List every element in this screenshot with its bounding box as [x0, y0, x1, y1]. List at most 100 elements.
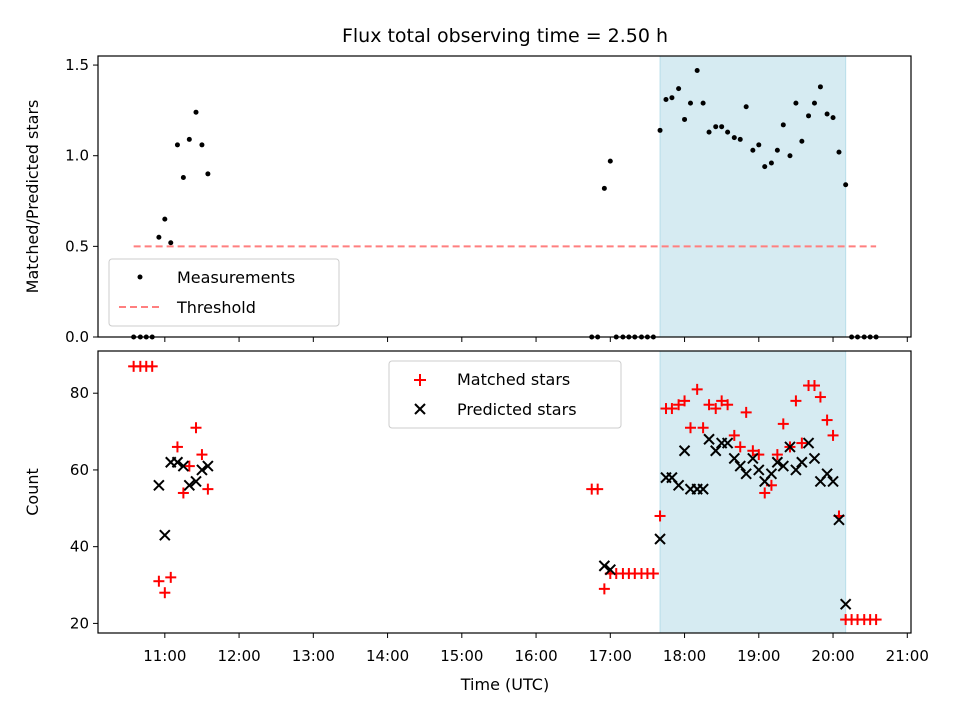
measurement-point [162, 216, 168, 222]
x-tick-label: 21:00 [886, 647, 929, 665]
ratio-axes-frame [97, 55, 912, 338]
x-tick-label: 14:00 [366, 647, 409, 665]
matched-star-point [177, 487, 189, 499]
predicted-star-point [796, 456, 808, 468]
measurement-point [713, 124, 719, 130]
x-tick-label: 12:00 [217, 647, 260, 665]
x-tick-label: 18:00 [663, 647, 706, 665]
x-stroke-b [827, 475, 839, 488]
measurement-point [180, 174, 186, 180]
measurement-point [156, 234, 162, 240]
x-tick-label: 20:00 [811, 647, 854, 665]
legend-measurements-label: Measurements [177, 268, 295, 287]
measurement-point [824, 111, 830, 117]
matched-star-point [598, 583, 610, 595]
y-tick-label: 40 [70, 538, 89, 556]
measurement-point [205, 171, 211, 177]
matched-star-point [183, 460, 195, 472]
matched-star-point [777, 418, 789, 430]
measurement-point [731, 135, 737, 141]
measurement-point [725, 129, 731, 135]
matched-star-point [771, 449, 783, 461]
x-stroke-b [777, 460, 790, 472]
matched-star-point [740, 406, 752, 418]
x-stroke-b [790, 464, 802, 476]
matched-star-point [647, 568, 659, 580]
ratio-series [131, 68, 879, 340]
predicted-star-point [697, 483, 709, 495]
x-stroke-b [771, 456, 784, 468]
x-stroke-b [697, 483, 709, 495]
predicted-star-point [678, 445, 691, 457]
matched-star-point [710, 403, 722, 415]
predicted-star-point [703, 433, 715, 445]
x-stroke-b [747, 452, 759, 465]
measurement-point [186, 136, 192, 142]
matched-star-point [146, 360, 158, 372]
matched-star-point [790, 395, 802, 407]
ratio-y-axis-label: Matched/Predicted stars [23, 100, 42, 294]
measurement-point [806, 113, 812, 119]
measurement-point [706, 129, 712, 135]
x-stroke-b [796, 456, 808, 468]
measurement-point [663, 97, 669, 103]
x-stroke-b [721, 437, 734, 449]
predicted-star-point [710, 445, 722, 457]
measurement-point [787, 153, 793, 159]
measurement-point [199, 142, 205, 148]
matched-star-point [159, 587, 171, 599]
x-tick-label: 11:00 [143, 647, 186, 665]
x-stroke-b [821, 468, 833, 480]
x-stroke-b [604, 563, 617, 576]
x-stroke-b [153, 479, 165, 491]
observing-window-span [659, 350, 847, 634]
x-stroke-b [833, 514, 845, 526]
chart-title: Flux total observing time = 2.50 h [342, 25, 668, 47]
predicted-star-point [171, 456, 184, 468]
x-stroke-b [728, 452, 741, 465]
x-tick-label: 17:00 [589, 647, 632, 665]
predicted-star-point [740, 468, 752, 480]
matched-star-point [196, 449, 208, 461]
measurement-point [193, 109, 199, 115]
matched-star-point [716, 395, 728, 407]
measurement-point [780, 122, 786, 128]
x-stroke-b [666, 471, 678, 484]
x-tick-label: 13:00 [292, 647, 335, 665]
x-stroke-b [802, 437, 815, 449]
measurement-point [657, 127, 663, 133]
x-axis-label: Time (UTC) [460, 675, 549, 694]
measurement-point [743, 104, 749, 110]
predicted-star-point [721, 437, 734, 449]
ratio-legend: Measurements Threshold [108, 258, 340, 327]
predicted-star-point [777, 460, 790, 472]
legend-predicted-label: Predicted stars [457, 400, 577, 419]
matched-star-point [697, 422, 709, 434]
measurement-point [774, 147, 780, 153]
x-stroke-b [177, 460, 190, 472]
count-legend: Matched stars Predicted stars [388, 360, 622, 429]
measurement-point [737, 136, 743, 142]
x-stroke-b [734, 460, 746, 472]
matched-star-point [190, 422, 202, 434]
predicted-star-point [784, 441, 796, 453]
measurement-point [843, 182, 849, 188]
matched-star-point [796, 437, 808, 449]
predicted-star-point [747, 452, 759, 465]
matched-star-point [747, 445, 759, 457]
matched-star-point [827, 429, 839, 441]
matched-star-point [691, 383, 703, 395]
measurement-point [694, 68, 700, 74]
matched-star-point [759, 487, 771, 499]
measurement-point [836, 149, 842, 155]
measurement-point [750, 147, 756, 153]
x-stroke-b [672, 479, 685, 491]
matched-star-point [654, 510, 666, 522]
matched-star-point [728, 429, 740, 441]
observing-window-span [659, 55, 847, 338]
measurement-point [811, 100, 817, 106]
ratio-x-ticks [164, 337, 908, 342]
y-tick-label: 20 [70, 614, 89, 632]
measurement-point [817, 84, 823, 90]
measurement-point [168, 240, 174, 246]
